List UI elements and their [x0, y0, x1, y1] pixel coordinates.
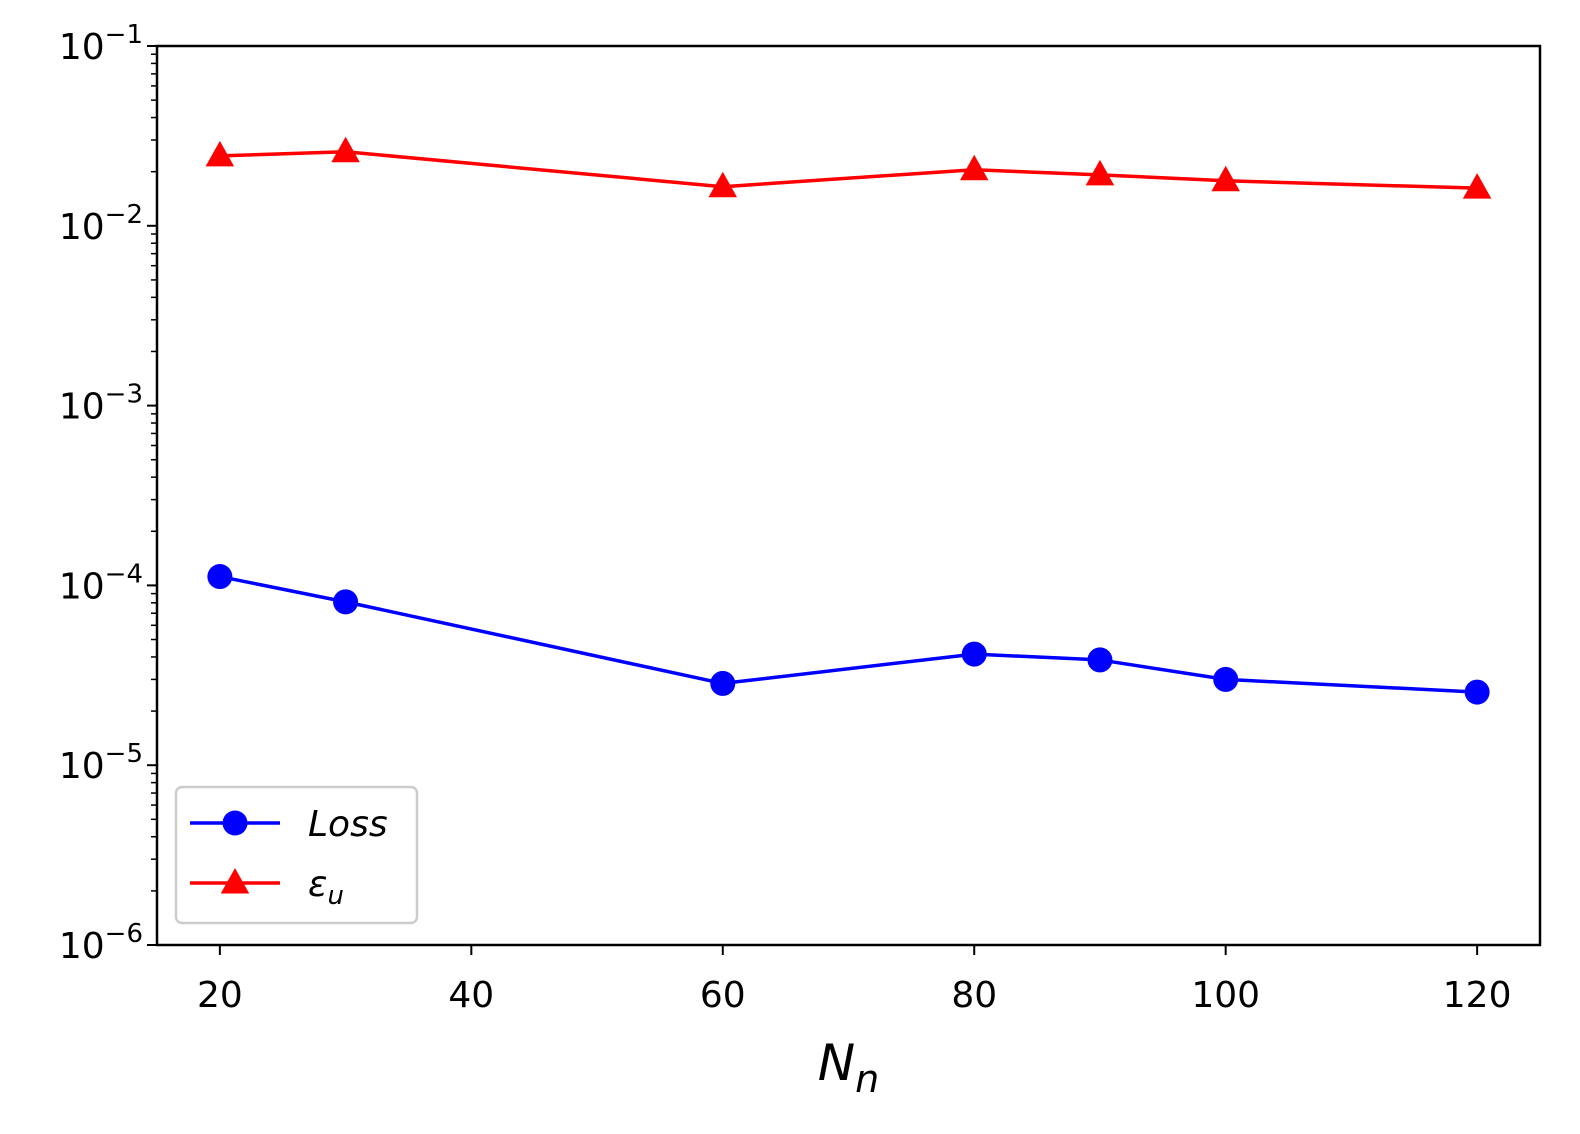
labels-layer: 20 40 60 80 100 120 10−6 10−5 10−4 10−3 10−2 10−1 Nn [59, 20, 1512, 1101]
legend-marker-0 [222, 810, 248, 836]
data-point-1 [1085, 159, 1115, 186]
data-point-1 [205, 140, 235, 167]
series-line-0 [219, 574, 1478, 694]
x-tick-label: 80 [951, 975, 997, 1016]
data-point-1 [708, 171, 738, 198]
y-tick-label: 10−5 [59, 739, 143, 787]
y-tick-label: 10−3 [59, 380, 143, 428]
data-point-1 [1462, 173, 1492, 199]
x-tick-label: 40 [448, 975, 494, 1016]
y-tick-label: 10−2 [59, 200, 143, 248]
x-tick-label: 20 [197, 975, 243, 1016]
x-axis-title: Nn [818, 1034, 880, 1101]
y-tick-label: 10−4 [59, 559, 143, 607]
data-point-1 [331, 136, 360, 163]
data-point-1 [1211, 165, 1240, 192]
data-point-0 [207, 564, 233, 590]
plot-frame [155, 44, 1542, 947]
data-point-0 [333, 589, 359, 615]
legend-marker-1 [220, 868, 250, 894]
data-point-0 [961, 641, 987, 667]
data-point-0 [1087, 647, 1113, 673]
data-point-0 [710, 670, 736, 696]
data-point-0 [1464, 679, 1490, 705]
series-line-1 [219, 150, 1478, 190]
data-point-1 [959, 154, 989, 181]
legend-label: εu [308, 864, 344, 911]
x-tick-label: 100 [1191, 975, 1260, 1016]
y-tick-label: 10−6 [59, 919, 143, 967]
y-tick-label: 10−1 [59, 20, 143, 68]
x-tick-label: 120 [1443, 975, 1512, 1016]
legend-label: Loss [308, 804, 388, 845]
data-point-0 [1213, 666, 1239, 692]
series-layer [205, 136, 1492, 705]
legend: Loss εu [174, 785, 419, 925]
x-tick-label: 60 [700, 975, 746, 1016]
